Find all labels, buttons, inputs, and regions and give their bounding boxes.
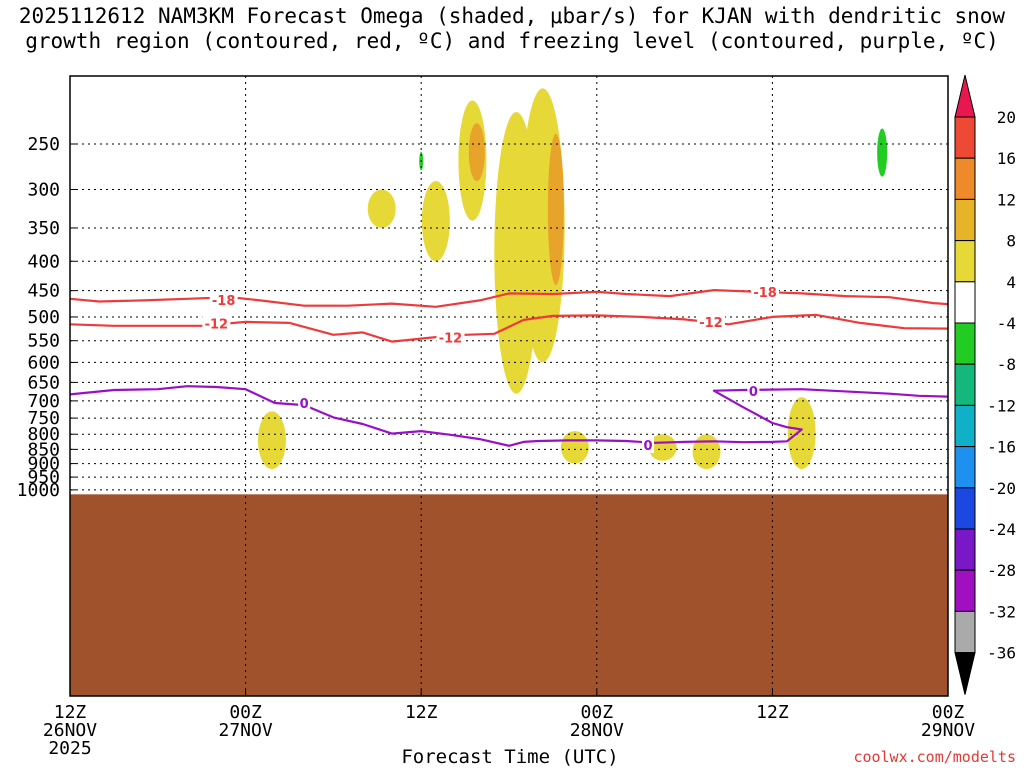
y-tick-label-350: 350	[27, 218, 60, 239]
y-tick-label-850: 850	[27, 439, 60, 460]
contour-label-5: -12	[699, 316, 723, 331]
contour-label-bg-8	[747, 383, 760, 400]
omega-shade-13	[787, 397, 816, 470]
y-tick-label-550: 550	[27, 331, 60, 352]
omega-shade-1	[257, 411, 286, 470]
contour-label-bg-2	[751, 283, 780, 300]
colorbar-label-6: -4	[997, 314, 1016, 333]
x-tick-label-0-3: 2025	[48, 738, 91, 759]
x-tick-label-24-1: 12Z	[405, 702, 438, 723]
x-tick-label-36-2: 28NOV	[570, 720, 624, 741]
x-tick-label-0-2: 26NOV	[43, 720, 97, 741]
title-line-1: 2025112612 NAM3KM Forecast Omega (shaded…	[18, 4, 1006, 28]
y-tick-label-400: 400	[27, 251, 60, 272]
x-tick-label-36-1: 00Z	[581, 702, 614, 723]
y-tick-label-700: 700	[27, 391, 60, 412]
contour-label-bg-7	[642, 436, 655, 453]
omega-shade-2	[367, 189, 396, 228]
x-tick-label-60-1: 00Z	[932, 702, 965, 723]
contour-label-bg-1	[209, 291, 238, 308]
omega-shade-14	[877, 128, 888, 177]
y-tick-label-650: 650	[27, 372, 60, 393]
y-tick-label-500: 500	[27, 307, 60, 328]
contour-label-bg-6	[298, 395, 311, 412]
colorbar-segment-4	[954, 240, 976, 283]
y-tick-label-950: 950	[27, 467, 60, 488]
plot-area: -18 -18 -12 -12 -12 0 0 0	[70, 76, 948, 696]
colorbar-label-9: -16	[987, 438, 1016, 457]
colorbar-label-3: 12	[997, 190, 1016, 209]
source-credit[interactable]: coolwx.com/modelts	[853, 748, 1016, 766]
omega-shade-11	[648, 434, 677, 461]
colorbar-segment-8	[954, 404, 976, 448]
contour-label-bg-5	[696, 313, 725, 330]
colorbar-label-13: -32	[987, 602, 1016, 621]
colorbar-segment-2	[954, 157, 976, 200]
omega-shade-12	[692, 434, 721, 470]
ground-terrain	[70, 494, 948, 696]
x-axis-label: Forecast Time (UTC)	[401, 746, 619, 768]
colorbar-top-arrow	[954, 74, 976, 118]
contour-label-7: 0	[643, 439, 652, 454]
x-tick-label-60-2: 29NOV	[921, 720, 975, 741]
x-tick-label-12-2: 27NOV	[219, 720, 273, 741]
colorbar-label-4: 8	[1006, 232, 1016, 251]
colorbar: 20 16 12 8 4 -4 -8 -12 -16 -20 -24 -28 -32 -36	[954, 74, 1016, 695]
y-tick-label-250: 250	[27, 134, 60, 155]
colorbar-label-10: -20	[987, 479, 1016, 498]
colorbar-segment-9	[954, 446, 976, 489]
colorbar-label-12: -28	[987, 561, 1016, 580]
colorbar-label-14: -36	[987, 644, 1016, 663]
colorbar-segment-7	[954, 363, 976, 406]
y-tick-label-600: 600	[27, 352, 60, 373]
colorbar-segment-5	[954, 281, 976, 324]
x-tick-label-0-1: 12Z	[54, 702, 87, 723]
title-line-2: growth region (contoured, red, ºC) and f…	[25, 29, 999, 53]
omega-shade-10	[560, 431, 589, 464]
colorbar-segment-6	[954, 322, 976, 365]
colorbar-label-8: -12	[987, 396, 1016, 415]
x-tick-label-12-1: 00Z	[229, 702, 262, 723]
contour-label-1: -18	[212, 294, 236, 309]
colorbar-segment-1	[954, 116, 976, 159]
colorbar-segment-12	[954, 569, 976, 612]
colorbar-label-5: 4	[1006, 273, 1016, 292]
plot-frame	[69, 75, 949, 697]
y-tick-label-800: 800	[27, 424, 60, 445]
contour-label-4: -12	[439, 332, 463, 347]
contour-label-bg-3	[202, 315, 231, 332]
colorbar-label-11: -24	[987, 520, 1016, 539]
colorbar-segment-10	[954, 487, 976, 530]
colorbar-label-1: 20	[997, 108, 1016, 127]
colorbar-segment-3	[954, 198, 976, 242]
omega-shade-6	[468, 123, 485, 182]
contour-line-2	[70, 313, 948, 343]
y-tick-label-1000: 1000	[17, 480, 60, 501]
colorbar-segment-13	[954, 610, 976, 654]
contour-label-bg-4	[436, 329, 465, 346]
y-tick-label-450: 450	[27, 281, 60, 302]
colorbar-label-7: -8	[997, 355, 1016, 374]
contour-line-3	[70, 385, 948, 447]
y-tick-label-750: 750	[27, 408, 60, 429]
y-tick-label-300: 300	[27, 179, 60, 200]
contour-label-3: -12	[205, 317, 229, 332]
omega-shade-4	[421, 181, 450, 262]
contour-label-8: 0	[749, 385, 758, 400]
contour-label-6: 0	[300, 397, 309, 412]
omega-shade-9	[547, 133, 564, 286]
colorbar-segment-11	[954, 528, 976, 571]
y-tick-label-900: 900	[27, 454, 60, 475]
contour-label-2: -18	[753, 286, 777, 301]
x-tick-label-48-1: 12Z	[756, 702, 789, 723]
colorbar-bottom-arrow	[954, 652, 976, 695]
colorbar-label-2: 16	[997, 149, 1016, 168]
chart-title: 2025112612 NAM3KM Forecast Omega (shaded…	[0, 4, 1024, 54]
